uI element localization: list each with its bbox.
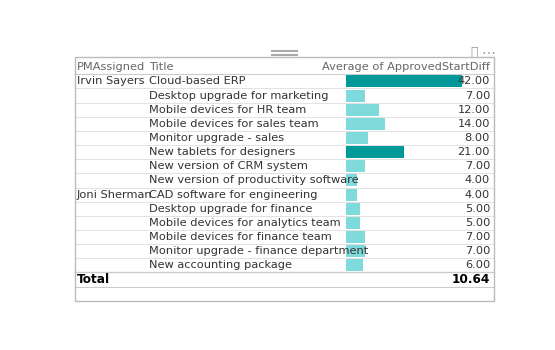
Text: 4.00: 4.00 bbox=[465, 175, 490, 186]
Text: Irvin Sayers: Irvin Sayers bbox=[77, 76, 144, 86]
Text: Mobile devices for HR team: Mobile devices for HR team bbox=[149, 105, 306, 115]
Text: 7.00: 7.00 bbox=[465, 232, 490, 242]
Text: 14.00: 14.00 bbox=[457, 119, 490, 129]
Text: Monitor upgrade - finance department: Monitor upgrade - finance department bbox=[149, 246, 368, 256]
Text: 5.00: 5.00 bbox=[465, 218, 490, 228]
Text: 8.00: 8.00 bbox=[465, 133, 490, 143]
Bar bbox=[346, 75, 462, 88]
Text: 21.00: 21.00 bbox=[457, 147, 490, 157]
Text: 42.00: 42.00 bbox=[458, 76, 490, 86]
Bar bbox=[346, 146, 404, 158]
Text: 4.00: 4.00 bbox=[465, 190, 490, 200]
Text: Desktop upgrade for finance: Desktop upgrade for finance bbox=[149, 204, 312, 214]
Text: New version of productivity software: New version of productivity software bbox=[149, 175, 359, 186]
Bar bbox=[346, 245, 365, 257]
Text: 7.00: 7.00 bbox=[465, 91, 490, 100]
Text: Cloud-based ERP: Cloud-based ERP bbox=[149, 76, 245, 86]
Bar bbox=[346, 259, 362, 271]
Text: ⋯: ⋯ bbox=[481, 46, 495, 60]
Bar bbox=[346, 104, 379, 116]
Text: Average of ApprovedStartDiff: Average of ApprovedStartDiff bbox=[322, 62, 490, 72]
Text: Title: Title bbox=[149, 62, 174, 72]
Bar bbox=[346, 90, 365, 102]
Text: CAD software for engineering: CAD software for engineering bbox=[149, 190, 317, 200]
Bar bbox=[346, 132, 368, 144]
Text: 6.00: 6.00 bbox=[465, 260, 490, 270]
Bar bbox=[346, 160, 365, 172]
Bar bbox=[346, 231, 365, 243]
Text: 7.00: 7.00 bbox=[465, 246, 490, 256]
Text: Mobile devices for analytics team: Mobile devices for analytics team bbox=[149, 218, 341, 228]
Text: 10.64: 10.64 bbox=[452, 273, 490, 286]
Bar bbox=[346, 217, 360, 229]
Text: Monitor upgrade - sales: Monitor upgrade - sales bbox=[149, 133, 284, 143]
Text: Total: Total bbox=[77, 273, 110, 286]
Text: 5.00: 5.00 bbox=[465, 204, 490, 214]
Text: Joni Sherman: Joni Sherman bbox=[77, 190, 152, 200]
Text: Desktop upgrade for marketing: Desktop upgrade for marketing bbox=[149, 91, 329, 100]
Text: ⧉: ⧉ bbox=[471, 46, 478, 59]
Text: Mobile devices for finance team: Mobile devices for finance team bbox=[149, 232, 332, 242]
Text: New version of CRM system: New version of CRM system bbox=[149, 161, 308, 171]
Bar bbox=[346, 189, 357, 201]
Bar bbox=[346, 174, 357, 187]
Text: PMAssigned: PMAssigned bbox=[77, 62, 145, 72]
Text: New tablets for designers: New tablets for designers bbox=[149, 147, 295, 157]
Text: 7.00: 7.00 bbox=[465, 161, 490, 171]
Bar bbox=[346, 203, 360, 215]
Text: Mobile devices for sales team: Mobile devices for sales team bbox=[149, 119, 319, 129]
Text: New accounting package: New accounting package bbox=[149, 260, 292, 270]
Bar bbox=[346, 118, 385, 130]
Text: 12.00: 12.00 bbox=[457, 105, 490, 115]
